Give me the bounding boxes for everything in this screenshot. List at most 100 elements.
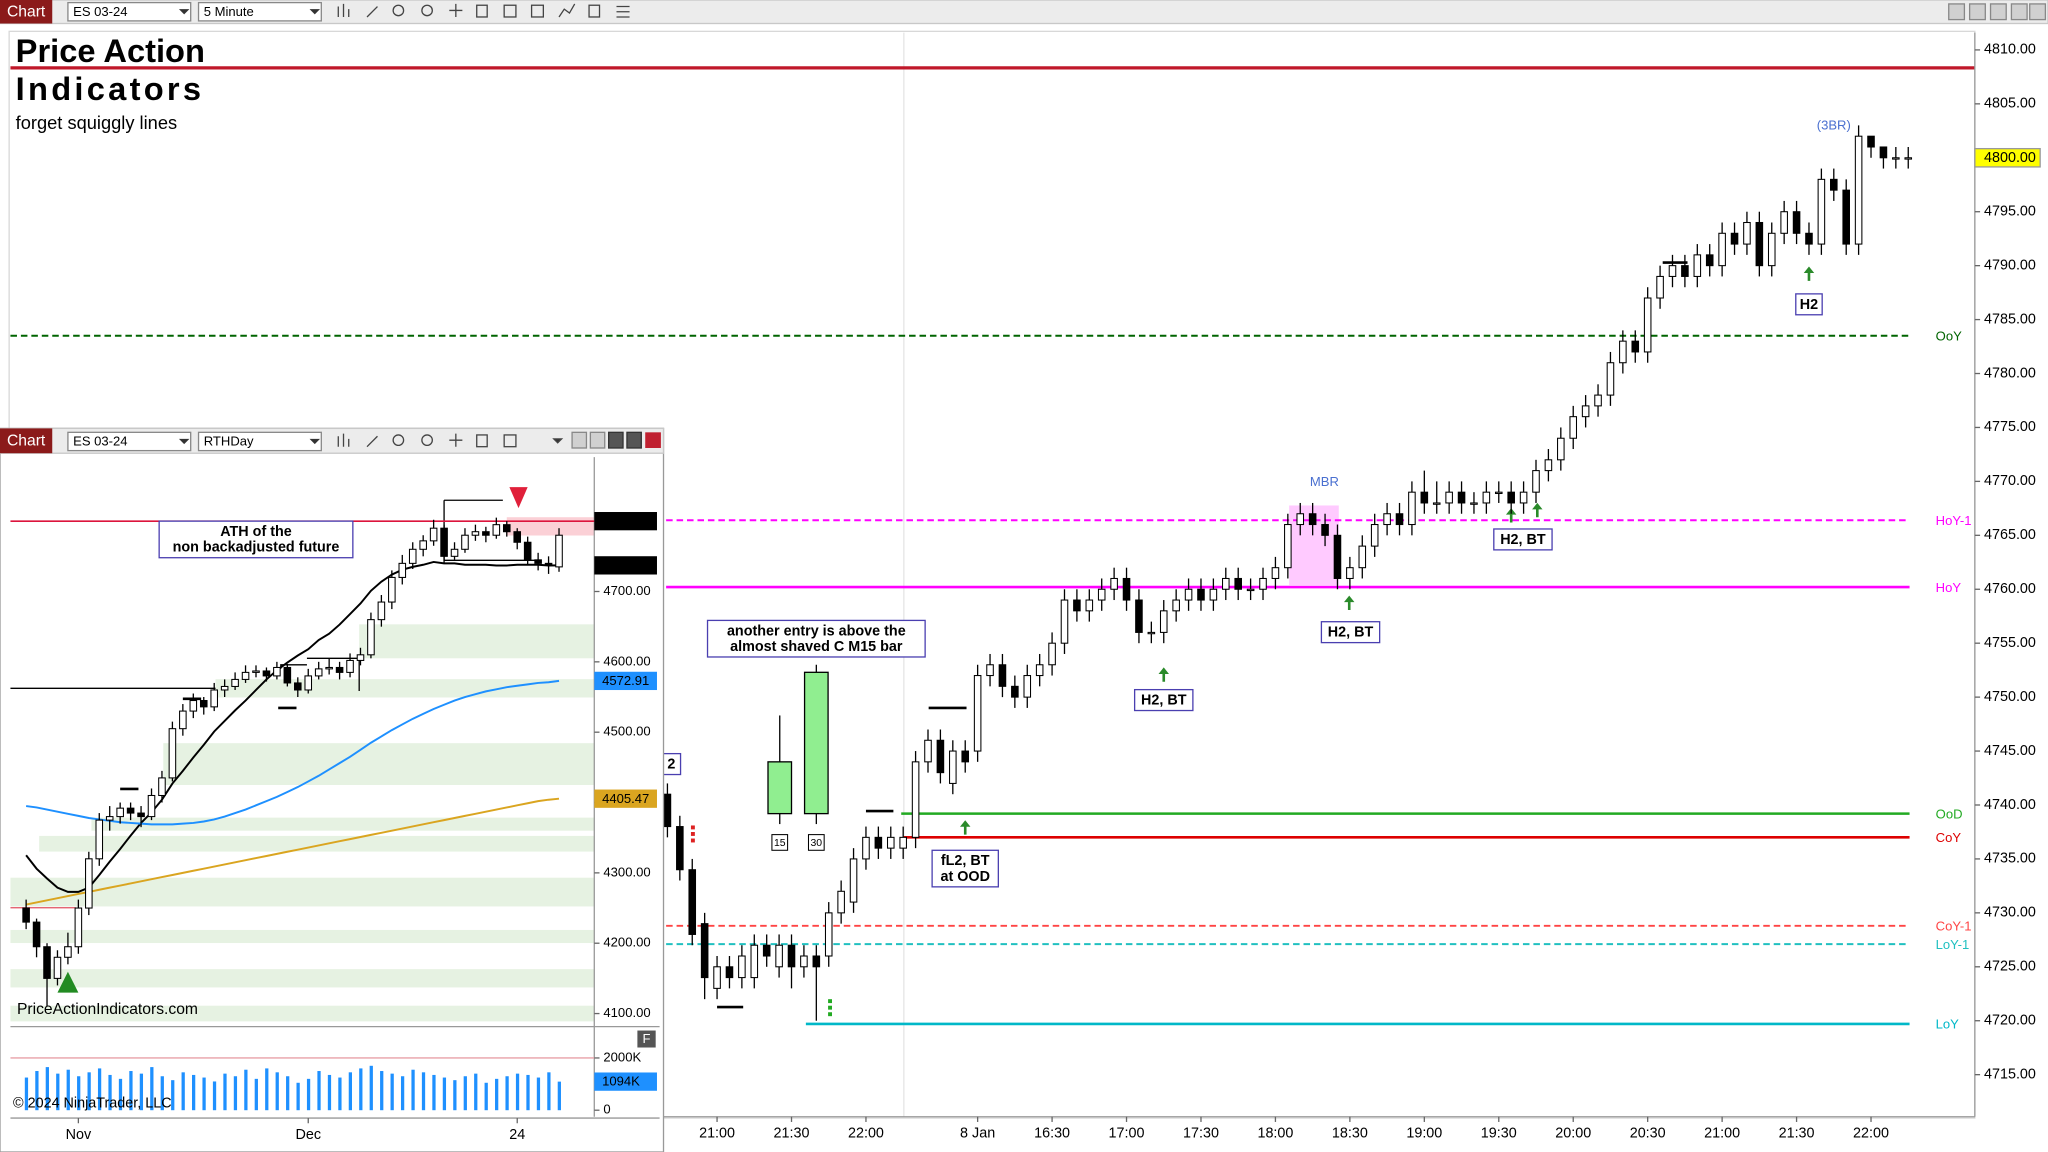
volume-bar (202, 1077, 206, 1111)
candle-body (189, 700, 198, 712)
candle-body (461, 534, 469, 550)
chart-tab[interactable] (0, 0, 53, 24)
candle-body (1333, 534, 1342, 579)
volume-button-label[interactable]: F (643, 1031, 651, 1046)
candle-body (713, 966, 721, 989)
volume-bar (474, 1073, 478, 1111)
volume-bar (160, 1076, 164, 1111)
volume-bar (97, 1068, 102, 1111)
chart-tab[interactable] (0, 428, 53, 454)
window-buttons[interactable] (571, 431, 661, 449)
annotation-text: almost shaved C M15 bar (730, 639, 903, 655)
last-price-label: 4800.00 (1984, 150, 2036, 166)
chart-tab-label[interactable]: Chart (7, 4, 46, 21)
candle-body (513, 531, 522, 543)
candle-body (440, 527, 448, 557)
candle-body (53, 956, 62, 979)
level-label: OoY (1936, 329, 1962, 344)
volume-bar (348, 1072, 352, 1111)
volume-bar (515, 1073, 520, 1111)
interval-select[interactable] (197, 431, 322, 452)
y-tick-label: 4200.00 (603, 935, 650, 950)
volume-bar (495, 1078, 499, 1111)
volume-bar (547, 1072, 551, 1111)
candle-body (1656, 275, 1664, 299)
candle-body (105, 816, 114, 821)
y-tick-label: 4810.00 (1984, 42, 2036, 58)
volume-bar (296, 1082, 300, 1111)
interval-label[interactable]: 5 Minute (204, 4, 254, 19)
volume-bar (411, 1069, 415, 1111)
htf-body (767, 761, 793, 815)
volume-bar (66, 1069, 70, 1111)
candle-body (1259, 577, 1267, 590)
annotation-text: ATH of the (220, 524, 292, 540)
candle-body (1830, 178, 1838, 191)
volume-bar (129, 1071, 133, 1111)
volume-bar (400, 1076, 405, 1111)
candle-body (1271, 567, 1280, 579)
candle-body (1904, 157, 1913, 160)
volume-bar (317, 1071, 321, 1111)
x-tick-label: 22:00 (1853, 1126, 1889, 1142)
candle-body (1110, 577, 1118, 590)
instrument-label[interactable]: ES 03-24 (73, 434, 127, 449)
level-tag (594, 512, 657, 531)
volume-bar (56, 1073, 60, 1111)
annotation-box (706, 619, 926, 658)
annotation-box (1795, 293, 1823, 316)
candle-body (1470, 502, 1478, 505)
htf-label-box (807, 834, 825, 851)
instrument-select[interactable] (67, 431, 192, 452)
candle-body (1817, 178, 1826, 245)
level-label: OoD (1936, 806, 1963, 821)
volume-bar (275, 1072, 279, 1111)
candle-body (85, 858, 93, 909)
copyright: © 2024 NinjaTrader, LLC (13, 1095, 172, 1111)
y-tick-label: 4735.00 (1984, 851, 2036, 867)
candle-body (294, 682, 302, 691)
level-label: CoY (1936, 830, 1962, 845)
candle-body (179, 710, 187, 730)
candle-body (492, 524, 501, 536)
annotation-box (1133, 688, 1194, 712)
interval-label[interactable]: RTHDay (204, 434, 254, 449)
x-tick-label: 20:30 (1630, 1126, 1666, 1142)
candle-body (1494, 491, 1503, 495)
instrument-label[interactable]: ES 03-24 (73, 4, 127, 19)
volume-bar (306, 1078, 311, 1111)
x-tick-label: 21:00 (699, 1126, 735, 1142)
volume-bar (223, 1073, 227, 1111)
x-tick-label: 20:00 (1555, 1126, 1591, 1142)
candle-body (1383, 513, 1391, 526)
candle-body (1581, 405, 1590, 418)
candle-body (1284, 524, 1292, 569)
interval-select[interactable] (197, 1, 322, 22)
candle-body (116, 807, 124, 818)
volume-bar (24, 1077, 29, 1111)
annotation-text: fL2, BT (941, 853, 990, 869)
candle-body (1519, 491, 1528, 504)
candle-body (1705, 254, 1714, 267)
x-tick-label: 22:00 (848, 1126, 884, 1142)
volume-bar (327, 1074, 332, 1111)
candle-body (1557, 437, 1565, 461)
buy-signal (57, 971, 79, 993)
toolbar-icons[interactable] (337, 3, 630, 18)
candle-body (1457, 491, 1466, 504)
volume-button[interactable] (637, 1030, 656, 1048)
candle-body (812, 955, 821, 968)
x-tick-label: Dec (295, 1127, 321, 1143)
window-buttons[interactable] (1948, 3, 2047, 21)
brand-tagline: forget squiggly lines (16, 112, 177, 133)
volume-bar (108, 1074, 112, 1111)
moving-average (25, 560, 560, 893)
dropdown-arrow (178, 9, 190, 15)
volume-bar (265, 1068, 269, 1111)
instrument-select[interactable] (67, 1, 192, 22)
chart-tab-label[interactable]: Chart (7, 433, 46, 450)
candle-body (220, 685, 229, 691)
toolbar-icons[interactable] (337, 433, 564, 448)
volume-bar (77, 1076, 81, 1111)
